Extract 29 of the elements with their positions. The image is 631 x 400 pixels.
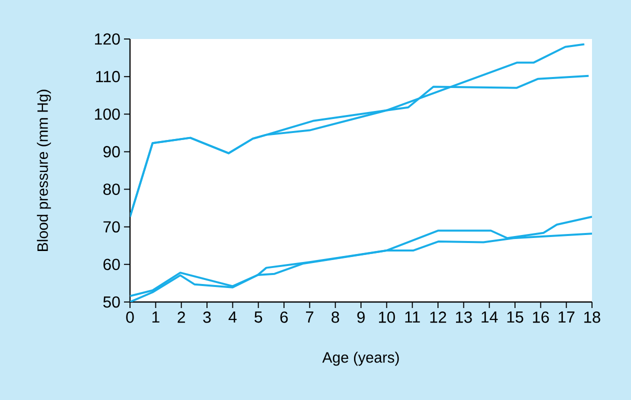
x-tick-label: 13 [456,312,472,323]
x-tick-label: 5 [254,312,262,323]
y-axis-title: Blood pressure (mm Hg) [36,90,51,251]
x-tick-label: 0 [126,312,134,323]
x-tick-label: 2 [178,312,185,323]
y-tick-label: 60 [103,258,120,270]
x-tick-label: 17 [558,312,574,323]
x-tick-label: 3 [203,312,211,323]
y-tick-label: 80 [103,184,120,195]
y-tick-label: 100 [95,108,120,120]
x-axis-title: Age (years) [322,352,399,366]
x-tick-label: 16 [532,312,549,323]
y-tick-label: 110 [96,70,120,82]
x-tick-label: 12 [430,312,446,323]
y-tick-label: 90 [103,146,120,158]
x-tick-label: 4 [228,312,237,323]
y-tick-label: 50 [103,296,120,308]
x-tick-label: 7 [306,312,314,323]
x-tick-label: 10 [378,312,395,323]
x-tick-label: 1 [152,312,160,323]
x-tick-label: 18 [584,312,600,323]
x-tick-label: 6 [280,312,288,323]
x-tick-label: 11 [405,312,420,323]
y-tick-label: 70 [103,221,120,233]
x-tick-label: 8 [332,312,340,323]
x-tick-label: 9 [357,312,365,323]
x-tick-label: 15 [507,312,524,323]
y-tick-label: 120 [95,33,120,45]
x-tick-label: 14 [482,312,498,323]
